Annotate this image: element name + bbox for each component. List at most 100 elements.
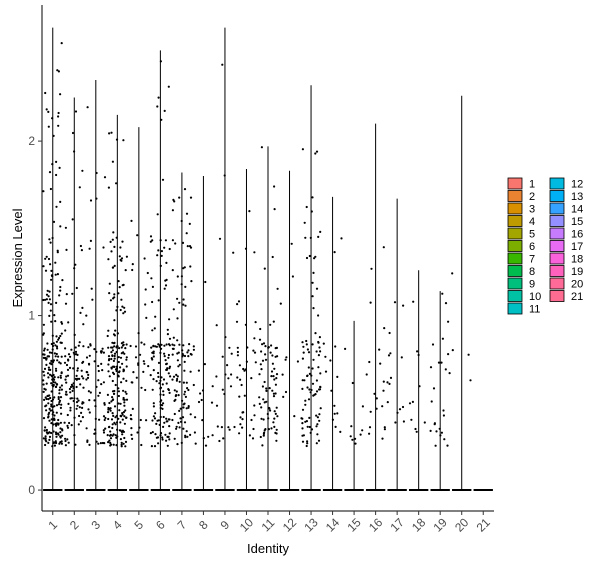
x-tick-label: 16	[366, 515, 386, 535]
data-point	[310, 210, 313, 213]
data-point	[151, 285, 154, 288]
data-point	[435, 430, 438, 433]
data-point	[192, 383, 195, 387]
data-point	[122, 343, 125, 346]
data-point	[114, 416, 117, 419]
data-point	[150, 277, 153, 280]
data-point	[48, 351, 52, 354]
data-point	[157, 442, 160, 445]
data-point	[254, 361, 257, 364]
data-point	[113, 245, 116, 248]
data-point	[185, 407, 188, 410]
data-point	[264, 353, 267, 356]
data-point	[122, 139, 125, 142]
data-point	[168, 391, 171, 394]
data-point	[59, 289, 62, 292]
data-point	[119, 356, 123, 359]
data-point	[131, 407, 134, 410]
data-point	[143, 362, 146, 365]
data-point	[76, 369, 79, 372]
data-point	[117, 387, 120, 390]
data-point	[245, 360, 248, 363]
data-point	[145, 419, 148, 422]
data-point	[388, 382, 391, 385]
data-point	[227, 426, 230, 429]
data-point	[262, 342, 266, 345]
data-point	[66, 368, 70, 371]
data-point	[51, 375, 54, 378]
data-point	[64, 355, 67, 358]
data-point	[235, 320, 239, 323]
data-point	[73, 397, 76, 400]
data-point	[66, 438, 69, 441]
data-point	[333, 412, 336, 415]
data-point	[109, 437, 113, 440]
data-point	[89, 343, 92, 346]
data-point	[175, 427, 178, 430]
data-point	[159, 415, 162, 419]
legend-label-4: 4	[529, 216, 535, 228]
data-point	[115, 309, 118, 312]
data-point	[162, 378, 166, 381]
data-point	[75, 385, 78, 389]
data-point	[164, 359, 167, 362]
data-point	[140, 341, 143, 344]
data-point	[267, 417, 270, 420]
data-point	[102, 381, 105, 384]
data-point	[66, 424, 69, 427]
data-point	[192, 345, 195, 348]
legend-swatch-2	[507, 190, 523, 202]
data-point	[86, 106, 89, 109]
data-point	[243, 394, 246, 397]
data-point	[117, 360, 120, 364]
data-point	[160, 347, 163, 350]
data-point	[143, 343, 146, 346]
data-point	[102, 431, 106, 434]
x-tick-label: 5	[132, 517, 147, 532]
data-point	[314, 332, 317, 335]
data-point	[109, 240, 112, 243]
data-point	[265, 400, 268, 403]
data-point	[151, 419, 154, 422]
data-point	[54, 320, 57, 323]
data-point	[117, 356, 120, 359]
data-point	[239, 423, 242, 426]
data-point	[242, 367, 245, 371]
data-point	[120, 381, 123, 384]
data-point	[181, 355, 184, 358]
data-point	[123, 404, 126, 407]
data-point	[167, 435, 170, 438]
data-point	[351, 381, 354, 385]
data-point	[273, 417, 276, 420]
data-point	[113, 365, 116, 368]
data-point	[388, 331, 391, 335]
data-point	[45, 382, 48, 385]
data-point	[82, 323, 85, 326]
data-point	[221, 63, 224, 66]
data-point	[272, 392, 275, 395]
data-point	[159, 239, 162, 242]
data-point	[82, 377, 85, 380]
data-point	[184, 395, 187, 398]
data-point	[50, 418, 53, 421]
data-point	[150, 346, 153, 349]
data-point	[311, 196, 314, 199]
data-point	[181, 241, 185, 244]
data-point	[307, 398, 311, 401]
data-point	[45, 357, 48, 360]
data-point	[410, 418, 413, 421]
data-point	[67, 441, 70, 444]
data-point	[93, 428, 97, 431]
data-point	[163, 352, 166, 355]
data-point	[161, 407, 164, 410]
data-point	[211, 434, 214, 437]
data-point	[59, 374, 62, 377]
data-point	[51, 409, 54, 412]
data-point	[125, 365, 128, 368]
data-point	[389, 352, 392, 355]
data-point	[333, 404, 336, 407]
data-point	[49, 396, 52, 400]
data-point	[60, 412, 63, 415]
data-point	[159, 379, 162, 382]
data-point	[57, 111, 60, 115]
